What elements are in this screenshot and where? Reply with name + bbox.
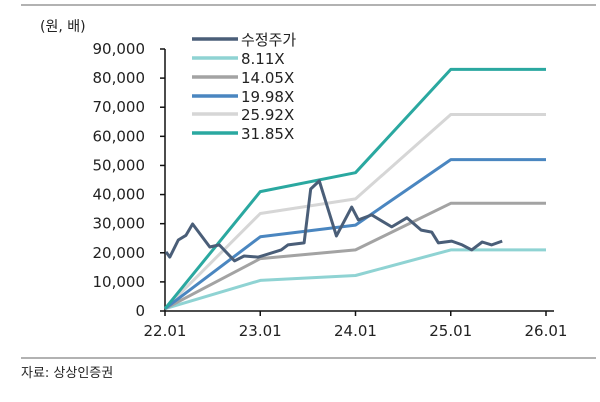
- series-line-수정주가: [164, 179, 503, 263]
- y-tick-label: 40,000: [93, 186, 146, 204]
- series-line-8.11X: [164, 248, 546, 311]
- y-tick-label: 10,000: [93, 273, 146, 291]
- y-tick-label: 60,000: [93, 127, 146, 145]
- x-tick-label: 26.01: [525, 322, 568, 340]
- legend-label: 수정주가: [241, 31, 296, 49]
- y-axis: 0 10,000 20,000 30,000 40,000 50,000 60,000 70,…: [93, 40, 166, 320]
- x-tick-label: 23.01: [239, 322, 282, 340]
- x-tick-label: 25.01: [429, 322, 472, 340]
- y-tick-label: 50,000: [93, 156, 146, 174]
- source-note: 자료: 상상인증권: [21, 366, 113, 381]
- series-line-19.98X: [164, 158, 546, 310]
- legend-label: 25.92X: [241, 106, 294, 124]
- x-tick-label: 22.01: [144, 322, 187, 340]
- x-tick-label: 24.01: [334, 322, 377, 340]
- y-tick-label: 20,000: [93, 244, 146, 262]
- legend-label: 8.11X: [241, 50, 285, 68]
- unit-label: (원, 배): [40, 19, 86, 35]
- series-lines: [163, 67, 546, 311]
- y-tick-label: 90,000: [93, 40, 146, 58]
- legend-label: 14.05X: [241, 69, 294, 87]
- y-tick-label: 0: [135, 302, 145, 320]
- y-tick-label: 70,000: [93, 98, 146, 116]
- y-tick-label: 30,000: [93, 215, 146, 233]
- series-line-31.85X: [163, 67, 546, 310]
- x-axis: 22.01 23.01 24.01 25.01 26.01: [144, 310, 568, 340]
- series-line-14.05X: [164, 201, 546, 311]
- legend-label: 19.98X: [241, 88, 294, 106]
- series-line-25.92X: [163, 113, 546, 310]
- y-tick-label: 80,000: [93, 69, 146, 87]
- legend-label: 31.85X: [241, 125, 294, 143]
